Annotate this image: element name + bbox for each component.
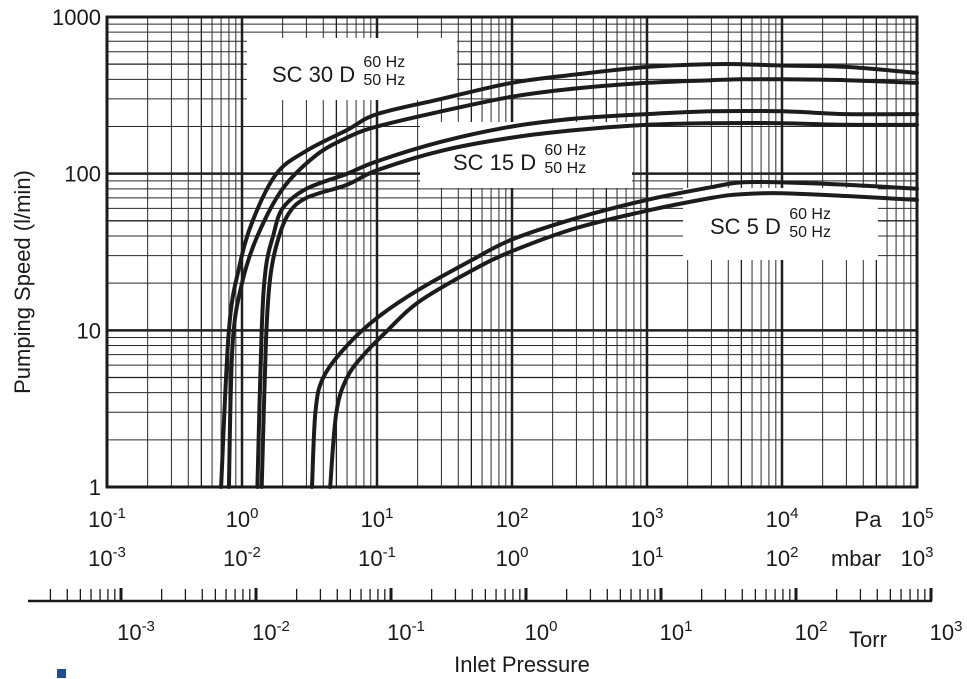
torr-tick-label: 10-1 bbox=[387, 618, 425, 645]
mbar-tick-label: 10-3 bbox=[88, 544, 126, 571]
pa-tick-label: 105 bbox=[901, 505, 934, 532]
curve-label-60hz: 60 Hz bbox=[363, 54, 405, 71]
torr-tick-label: 101 bbox=[660, 618, 693, 645]
curve-label-50hz: 50 Hz bbox=[363, 72, 405, 89]
pa-tick-label: 103 bbox=[631, 505, 664, 532]
x-axis-label: Inlet Pressure bbox=[454, 652, 590, 677]
curve-label-50hz: 50 Hz bbox=[544, 160, 586, 177]
y-tick-label: 1 bbox=[89, 475, 101, 500]
torr-tick-label: 10-3 bbox=[117, 618, 155, 645]
curve-label-model: SC 30 D bbox=[272, 62, 355, 87]
mbar-tick-label: 10-2 bbox=[223, 544, 261, 571]
plot-frame bbox=[105, 15, 919, 489]
pa-tick-label: 104 bbox=[766, 505, 799, 532]
y-tick-label: 1000 bbox=[52, 5, 101, 30]
curve-label-60hz: 60 Hz bbox=[544, 142, 586, 159]
mbar-tick-label: 10-1 bbox=[358, 544, 396, 571]
curve-sc-5-d-60hz bbox=[310, 179, 919, 489]
mbar-tick-label: 102 bbox=[766, 544, 799, 571]
torr-axis: 10-3 10-2 10-1 100 101 102 103 Torr bbox=[28, 588, 962, 652]
y-axis-label: Pumping Speed (l/min) bbox=[10, 170, 35, 394]
mbar-tick-label: 100 bbox=[496, 544, 529, 571]
y-tick-label: 10 bbox=[77, 318, 101, 343]
mbar-tick-label: 103 bbox=[901, 544, 934, 571]
pa-tick-label: 101 bbox=[361, 505, 394, 532]
curve-sc-15-d-50hz bbox=[259, 120, 919, 489]
curve-sc-30-d-60hz bbox=[219, 61, 919, 489]
curve-label-model: SC 15 D bbox=[453, 150, 536, 175]
x-tick-labels: 10-1 100 101 102 103 104 105 Pa 10-3 10-2 10-1 100 1… bbox=[88, 505, 933, 571]
mbar-unit-label: mbar bbox=[831, 546, 881, 571]
pa-tick-label: 102 bbox=[496, 505, 529, 532]
label-box bbox=[247, 38, 457, 100]
torr-tick-label: 10-2 bbox=[252, 618, 290, 645]
pa-tick-label: 10-1 bbox=[88, 505, 126, 532]
y-tick-label: 100 bbox=[64, 162, 101, 187]
bullet-marker bbox=[57, 669, 66, 678]
pa-unit-label: Pa bbox=[855, 507, 883, 532]
curves bbox=[219, 61, 919, 489]
torr-unit-label: Torr bbox=[849, 627, 887, 652]
curve-label-60hz: 60 Hz bbox=[789, 206, 831, 223]
curve-sc-30-d-50hz bbox=[226, 77, 919, 489]
mbar-tick-label: 101 bbox=[631, 544, 664, 571]
curve-sc-5-d-50hz bbox=[328, 191, 919, 489]
torr-tick-label: 100 bbox=[525, 618, 558, 645]
label-box bbox=[420, 122, 632, 188]
pa-tick-label: 100 bbox=[226, 505, 259, 532]
y-tick-labels: 1 10 100 1000 bbox=[52, 5, 101, 500]
label-box bbox=[683, 188, 878, 260]
curve-label-50hz: 50 Hz bbox=[789, 224, 831, 241]
torr-tick-label: 103 bbox=[930, 618, 963, 645]
curve-sc-15-d-60hz bbox=[255, 109, 919, 489]
curve-label-model: SC 5 D bbox=[710, 214, 781, 239]
torr-tick-label: 102 bbox=[795, 618, 828, 645]
